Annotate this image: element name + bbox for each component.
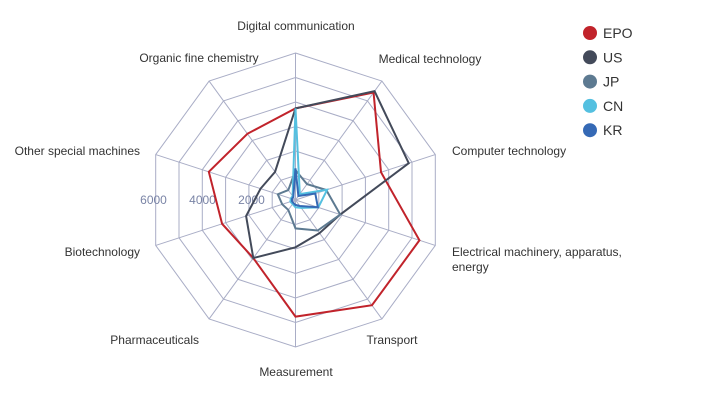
series-epo [207, 91, 421, 318]
grid-spoke [295, 154, 436, 201]
tick-label: 6000 [140, 193, 167, 207]
series-us [245, 90, 410, 260]
axis-label: Computer technology [452, 144, 566, 158]
grid-spoke [155, 154, 296, 201]
grid-spoke [295, 199, 383, 320]
legend-item-kr[interactable]: KR [583, 122, 622, 138]
legend-marker-icon [583, 50, 597, 65]
legend-item-jp[interactable]: JP [583, 74, 619, 90]
legend: EPO US JP CN KR [583, 25, 633, 138]
legend-label: EPO [603, 25, 633, 41]
legend-marker-icon [583, 74, 597, 89]
axis-label: Medical technology [379, 52, 482, 66]
grid-spoke [208, 80, 296, 201]
axis-label: Pharmaceuticals [110, 333, 199, 347]
axis-label-line: Electrical machinery, apparatus, [452, 245, 622, 259]
tick-label: 2000 [238, 193, 265, 207]
legend-label: CN [603, 98, 623, 114]
legend-item-epo[interactable]: EPO [583, 25, 633, 41]
axis-label: Transport [367, 333, 419, 347]
legend-item-cn[interactable]: CN [583, 98, 623, 114]
series-jp [276, 168, 342, 232]
axis-label-line: energy [452, 260, 489, 274]
legend-label: JP [603, 74, 619, 90]
legend-item-us[interactable]: US [583, 49, 622, 65]
legend-label: US [603, 49, 622, 65]
axis-label: Measurement [259, 365, 333, 379]
tick-label: 4000 [189, 193, 216, 207]
grid-spoke [155, 199, 296, 246]
radar-axis-labels: Digital communication Medical technology C… [15, 19, 622, 379]
radar-tick-labels: 2000 4000 6000 [140, 193, 265, 207]
grid-spoke [295, 80, 383, 201]
radar-grid [155, 52, 436, 348]
axis-label: Electrical machinery, apparatus, energy [452, 245, 622, 274]
legend-label: KR [603, 122, 622, 138]
legend-marker-icon [583, 26, 597, 40]
radar-series [207, 90, 421, 318]
series-cn [289, 108, 329, 209]
legend-marker-icon [583, 123, 597, 138]
series-kr [291, 168, 320, 209]
legend-marker-icon [583, 98, 597, 113]
axis-label: Other special machines [15, 144, 140, 158]
grid-spoke [208, 199, 296, 320]
axis-label: Biotechnology [65, 245, 140, 259]
axis-label: Digital communication [237, 19, 354, 33]
axis-label: Organic fine chemistry [139, 51, 258, 65]
